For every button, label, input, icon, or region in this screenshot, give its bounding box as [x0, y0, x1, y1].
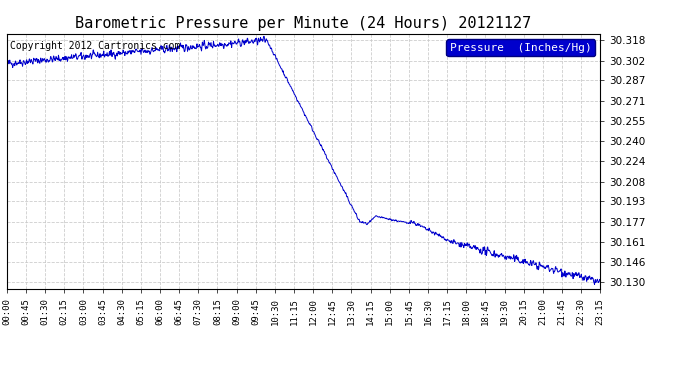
Text: Copyright 2012 Cartronics.com: Copyright 2012 Cartronics.com [10, 41, 180, 51]
Title: Barometric Pressure per Minute (24 Hours) 20121127: Barometric Pressure per Minute (24 Hours… [75, 16, 532, 31]
Legend: Pressure  (Inches/Hg): Pressure (Inches/Hg) [446, 39, 595, 56]
